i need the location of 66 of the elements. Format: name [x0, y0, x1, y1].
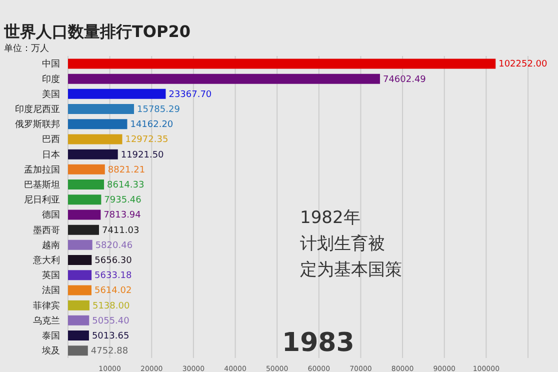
data-label: 23367.70: [168, 90, 212, 100]
bar: [68, 149, 118, 160]
y-tick-label: 印度尼西亚: [15, 104, 60, 116]
y-tick-label: 越南: [42, 240, 60, 251]
data-label: 15785.29: [137, 105, 180, 116]
y-tick-label: 孟加拉国: [24, 164, 60, 176]
data-label: 14162.20: [130, 120, 174, 130]
data-label: 74602.49: [382, 74, 426, 85]
data-label: 5138.00: [92, 301, 130, 312]
chart-title: 世界人口数量排行TOP20: [4, 22, 191, 43]
bar: [68, 210, 101, 220]
data-label: 7813.94: [104, 210, 142, 221]
annotation: 1983: [282, 328, 354, 358]
annotation: 计划生育被: [300, 233, 385, 256]
bar: [68, 270, 92, 280]
bar: [68, 315, 90, 326]
chart-subtitle: 单位：万人: [4, 42, 49, 55]
bar: [68, 255, 92, 266]
y-tick-label: 埃及: [41, 346, 60, 357]
bar: [68, 164, 105, 174]
bar: [68, 74, 380, 84]
bar: [68, 240, 92, 250]
y-tick-label: 日本: [42, 149, 60, 160]
bar: [68, 285, 92, 296]
y-tick-label: 尼日利亚: [24, 194, 60, 206]
y-tick-label: 法国: [42, 285, 60, 296]
bar: [68, 104, 134, 114]
y-tick-label: 英国: [42, 270, 60, 282]
y-tick-label: 巴基斯坦: [24, 180, 60, 191]
bar: [68, 224, 99, 235]
data-label: 5656.30: [94, 256, 132, 266]
annotation: 定为基本国策: [300, 259, 402, 282]
data-label: 102252.00: [498, 60, 548, 70]
y-tick-label: 菲律宾: [33, 300, 60, 312]
data-label: 5633.18: [94, 271, 132, 282]
bar: [68, 194, 102, 205]
y-tick-label: 俄罗斯联邦: [15, 119, 60, 130]
data-label: 8614.33: [107, 180, 144, 191]
y-tick-label: 印度: [42, 74, 60, 85]
data-label: 8821.21: [108, 165, 146, 176]
data-label: 4752.88: [90, 346, 128, 357]
y-tick-label: 美国: [42, 88, 60, 100]
bar: [68, 330, 89, 341]
bar: [68, 58, 496, 69]
bar: [68, 88, 166, 99]
data-label: 11921.50: [120, 150, 164, 160]
y-tick-label: 巴西: [42, 135, 60, 146]
bar: [68, 180, 104, 190]
data-label: 7935.46: [104, 196, 142, 206]
bar: [68, 134, 122, 144]
data-label: 7411.03: [102, 226, 140, 236]
y-tick-label: 意大利: [32, 255, 60, 266]
y-tick-label: 泰国: [42, 330, 60, 342]
bar: [68, 346, 88, 356]
data-label: 5055.40: [92, 316, 130, 326]
y-tick-label: 中国: [42, 58, 60, 70]
bar: [68, 119, 128, 130]
annotation: 1982年: [300, 207, 360, 230]
data-label: 5820.46: [95, 240, 133, 251]
y-tick-label: 德国: [42, 210, 60, 221]
y-tick-label: 乌克兰: [33, 315, 60, 326]
data-label: 5013.65: [92, 332, 130, 342]
y-tick-label: 墨西哥: [33, 224, 60, 236]
data-label: 12972.35: [125, 135, 168, 146]
data-label: 5614.02: [94, 286, 132, 296]
bar: [68, 300, 90, 310]
